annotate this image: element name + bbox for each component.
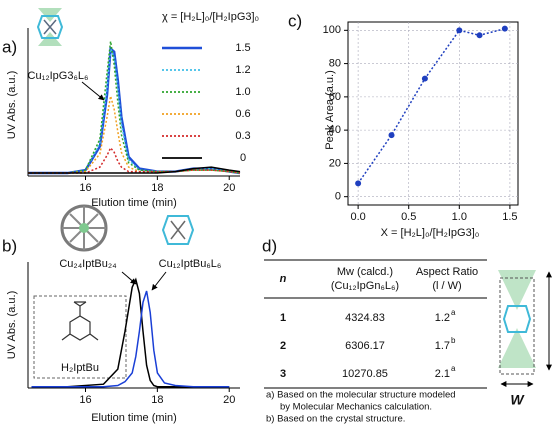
- table-cell: 1: [280, 312, 286, 324]
- footnote: b) Based on the crystal structure.: [266, 414, 405, 424]
- molecule-icon: [36, 8, 64, 46]
- y-tick-label: 100: [323, 24, 341, 36]
- panel-label: a): [2, 37, 17, 56]
- annotation-arrow: [151, 271, 167, 291]
- table-cell: 6306.17: [345, 340, 385, 352]
- legend-label: 1.2: [235, 64, 250, 76]
- table-footnote-mark: a: [451, 364, 456, 373]
- data-point: [355, 180, 362, 187]
- table-footnote-mark: b: [451, 336, 456, 345]
- series-line: [28, 41, 241, 174]
- x-axis-label: Elution time (min): [91, 197, 177, 209]
- y-axis-label: UV Abs. (a.u.): [6, 291, 18, 359]
- legend-label: 1.5: [235, 42, 250, 54]
- annotation-arrow: [121, 271, 137, 285]
- legend-label: 0.6: [235, 108, 250, 120]
- y-tick-label: 40: [329, 124, 341, 136]
- table-header: (Cu₁₂IpGn₆L₆): [331, 280, 399, 292]
- annotation: H₂IptBu: [61, 362, 99, 374]
- panel-label: d): [262, 236, 277, 255]
- legend-title: χ = [H₂L]₀/[H₂IpG3]₀: [162, 11, 259, 23]
- series-line: [357, 27, 505, 184]
- x-tick-label: 1.0: [452, 211, 467, 223]
- data-point: [421, 75, 428, 82]
- legend-label: 0.3: [235, 130, 250, 142]
- legend-label: 0: [240, 152, 246, 164]
- structure-diagram: [498, 270, 552, 387]
- series-line: [28, 166, 241, 174]
- footnote: by Molecular Mechanics calculation.: [280, 402, 432, 413]
- data-point: [456, 27, 463, 34]
- table-header: Aspect Ratio: [416, 266, 478, 278]
- table-cell: 1.7: [435, 340, 450, 352]
- table-cell: 2.1: [435, 368, 450, 380]
- legend-label: 1.0: [235, 86, 250, 98]
- dimension-label: W: [510, 392, 525, 408]
- table-cell: 3: [280, 368, 286, 380]
- inset-box: [33, 295, 127, 379]
- x-axis-label: Elution time (min): [91, 412, 177, 424]
- molecule-icon: [161, 215, 195, 245]
- y-tick-label: 20: [329, 157, 341, 169]
- y-axis-label: UV Abs. (a.u.): [6, 71, 18, 139]
- data-point: [476, 32, 483, 39]
- molecule-icon: [61, 301, 99, 341]
- data-point: [501, 25, 508, 32]
- y-tick-label: 60: [329, 91, 341, 103]
- annotation-arrow: [81, 81, 105, 101]
- y-axis-label: Peak Area (a.u.): [324, 70, 336, 150]
- x-tick-label: 18: [151, 394, 163, 406]
- x-tick-label: 16: [79, 182, 91, 194]
- table-cell: 4324.83: [345, 312, 385, 324]
- table-cell: 1.2: [435, 312, 450, 324]
- table-header: (l / W): [432, 280, 461, 292]
- x-tick-label: 18: [151, 182, 163, 194]
- y-tick-label: 0: [335, 191, 341, 203]
- x-tick-label: 0.0: [350, 211, 365, 223]
- table-cell: 10270.85: [342, 368, 388, 380]
- plot-frame: [347, 21, 519, 206]
- series-line: [28, 48, 241, 174]
- panel-label: c): [288, 11, 302, 30]
- data-point: [388, 132, 395, 139]
- x-tick-label: 1.5: [502, 211, 517, 223]
- annotation: Cu₁₂IpG3₆L₆: [28, 70, 89, 82]
- table-footnote-mark: a: [451, 308, 456, 317]
- annotation: Cu₂₄IptBu₂₄: [59, 258, 117, 270]
- series-line: [31, 277, 230, 388]
- panel-label: b): [2, 236, 17, 255]
- series-line: [31, 290, 230, 388]
- table-header: Mw (calcd.): [337, 266, 393, 278]
- y-tick-label: 80: [329, 57, 341, 69]
- molecule-icon: [60, 204, 108, 252]
- series-line: [28, 46, 241, 175]
- x-axis-label: X = [H₂L]₀/[H₂IpG3]₀: [381, 227, 480, 239]
- series-line: [28, 146, 241, 174]
- table-header: n: [280, 273, 287, 285]
- annotation: Cu₁₂IptBu₆L₆: [159, 258, 222, 270]
- table-cell: 2: [280, 340, 286, 352]
- footnote: a) Based on the molecular structure mode…: [266, 390, 456, 401]
- x-tick-label: 20: [223, 182, 235, 194]
- x-tick-label: 20: [223, 394, 235, 406]
- x-tick-label: 16: [79, 394, 91, 406]
- x-tick-label: 0.5: [401, 211, 416, 223]
